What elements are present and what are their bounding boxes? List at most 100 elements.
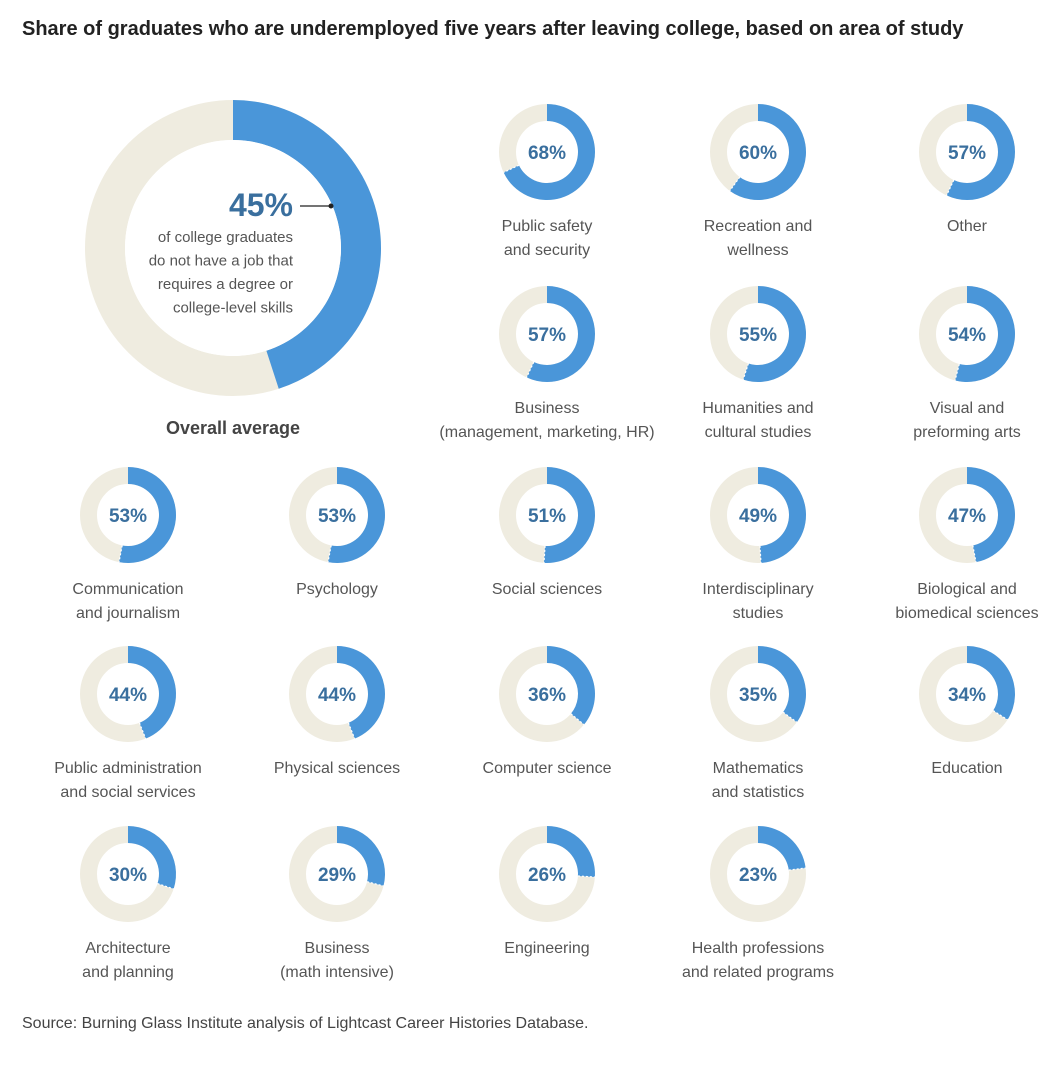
- arc-end-separator: [138, 722, 147, 739]
- arc-end-separator: [577, 875, 595, 878]
- donut-value-label: 53%: [318, 506, 356, 527]
- small-donut-arc: [729, 104, 806, 200]
- donut-category-label: and related programs: [682, 964, 834, 981]
- small-donut-arc: [547, 646, 595, 725]
- small-donut: 57% Other: [919, 104, 1015, 235]
- donut-category-label: cultural studies: [705, 424, 812, 441]
- donut-category-label: biomedical sciences: [895, 605, 1038, 622]
- small-donut: 44% Physical sciences: [274, 646, 400, 777]
- donut-category-label: and social services: [60, 784, 195, 801]
- small-donut-arc: [128, 826, 176, 889]
- donut-value-label: 47%: [948, 506, 986, 527]
- donut-category-label: Computer science: [483, 760, 612, 777]
- donut-category-label: (management, marketing, HR): [439, 424, 654, 441]
- small-donut: 54% Visual and preforming arts: [913, 286, 1021, 441]
- arc-end-separator: [157, 883, 174, 890]
- donut-category-label: and security: [504, 242, 590, 259]
- donut-category-label: Visual and: [930, 400, 1004, 417]
- arc-end-separator: [759, 545, 762, 563]
- donut-value-label: 51%: [528, 506, 566, 527]
- chart-title: Share of graduates who are underemployed…: [22, 18, 964, 40]
- donut-category-label: Public safety: [502, 218, 593, 235]
- donut-value-label: 34%: [948, 685, 986, 706]
- donut-category-label: Interdisciplinary: [702, 581, 813, 598]
- donut-category-label: Engineering: [504, 940, 589, 957]
- small-donut-arc: [758, 646, 807, 723]
- overall-annotation-line: do not have a job that: [149, 253, 294, 270]
- overall-annotation-line: requires a degree or: [158, 276, 293, 293]
- overall-value-label: 45%: [229, 187, 293, 223]
- overall-annotation-line: college-level skills: [173, 300, 293, 317]
- donut-category-label: Architecture: [85, 940, 170, 957]
- donut-category-label: Social sciences: [492, 581, 602, 598]
- donut-value-label: 26%: [528, 865, 566, 886]
- donut-category-label: Biological and: [917, 581, 1017, 598]
- donut-value-label: 49%: [739, 506, 777, 527]
- small-donut: 44% Public administration and social servi…: [54, 646, 202, 801]
- small-donut-arc: [119, 467, 176, 563]
- small-donut: 68% Public safety and security: [499, 104, 596, 259]
- small-donut-arc: [758, 826, 806, 871]
- donut-category-label: Mathematics: [713, 760, 804, 777]
- donut-category-label: Business: [305, 940, 370, 957]
- arc-end-separator: [327, 545, 332, 563]
- small-donut: 26% Engineering: [499, 826, 595, 957]
- donut-value-label: 30%: [109, 865, 147, 886]
- small-donut: 34% Education: [919, 646, 1015, 777]
- arc-end-separator: [742, 363, 749, 380]
- small-donut-arc: [547, 826, 595, 878]
- small-donut-arc: [328, 467, 385, 564]
- small-donut: 30% Architecture and planning: [80, 826, 176, 981]
- small-donut-arc: [967, 646, 1015, 720]
- overall-donut: 45% of college graduates do not have a job…: [85, 99, 382, 438]
- arc-end-separator: [972, 545, 977, 563]
- overall-label: Overall average: [166, 418, 300, 438]
- small-donut: 53% Psychology: [289, 467, 385, 598]
- arc-end-separator: [366, 881, 384, 887]
- arc-end-separator: [954, 363, 960, 381]
- small-donut-arc: [743, 286, 806, 382]
- small-donut: 23% Health professions and related program…: [682, 826, 834, 981]
- small-donut: 55% Humanities and cultural studies: [702, 286, 814, 441]
- arc-end-separator: [782, 711, 798, 723]
- arc-end-separator: [526, 361, 535, 378]
- donut-category-label: Health professions: [692, 940, 825, 957]
- donut-value-label: 29%: [318, 865, 356, 886]
- small-donut-arc: [128, 646, 176, 739]
- donut-value-label: 68%: [528, 143, 566, 164]
- donut-value-label: 53%: [109, 506, 147, 527]
- small-donut-arc: [758, 467, 806, 563]
- source-note: Source: Burning Glass Institute analysis…: [22, 1015, 589, 1032]
- small-donut-arc: [337, 826, 386, 886]
- donut-category-label: Communication: [72, 581, 183, 598]
- donut-category-label: (math intensive): [280, 964, 394, 981]
- donut-value-label: 60%: [739, 143, 777, 164]
- arc-end-separator: [570, 713, 585, 726]
- donut-category-label: wellness: [726, 242, 788, 259]
- arc-end-separator: [118, 545, 123, 563]
- arc-end-separator: [788, 867, 806, 871]
- donut-value-label: 57%: [528, 325, 566, 346]
- small-donut: 47% Biological and biomedical sciences: [895, 467, 1039, 622]
- donut-category-label: Psychology: [296, 581, 378, 598]
- small-donut: 36% Computer science: [483, 646, 612, 777]
- donut-value-label: 23%: [739, 865, 777, 886]
- small-donut-arc: [967, 467, 1016, 563]
- arc-end-separator: [992, 710, 1008, 721]
- small-donut-arc: [526, 286, 596, 383]
- annotation-leader-dot: [328, 203, 334, 209]
- donut-value-label: 44%: [109, 685, 147, 706]
- arc-end-separator: [729, 176, 741, 192]
- small-donut-arc: [543, 467, 596, 563]
- donut-category-label: studies: [733, 605, 784, 622]
- arc-end-separator: [347, 722, 356, 739]
- donut-value-label: 35%: [739, 685, 777, 706]
- small-donut: 51% Social sciences: [492, 467, 602, 598]
- donut-category-label: Education: [931, 760, 1002, 777]
- small-donut: 35% Mathematics and statistics: [710, 646, 807, 801]
- donut-value-label: 44%: [318, 685, 356, 706]
- small-donut-arc: [337, 646, 385, 739]
- small-donut: 53% Communication and journalism: [72, 467, 184, 622]
- small-donut: 60% Recreation and wellness: [704, 104, 812, 259]
